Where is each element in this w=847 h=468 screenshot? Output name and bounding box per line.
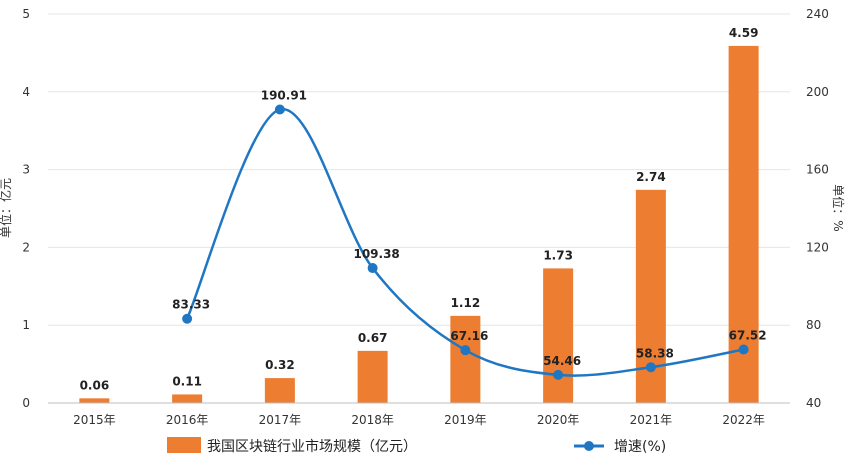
y-right-tick-label: 80 bbox=[806, 318, 821, 332]
x-tick-label: 2015年 bbox=[73, 413, 116, 427]
bar-value-label: 0.11 bbox=[172, 374, 202, 388]
axes: 0 1 2 3 4 5 40 80 120 160 200 240 2015年 2016年 2017年 201… bbox=[22, 7, 829, 427]
y-right-tick-label: 200 bbox=[806, 85, 829, 99]
line-point bbox=[460, 345, 471, 356]
x-tick-label: 2022年 bbox=[722, 413, 765, 427]
y-left-tick-label: 5 bbox=[22, 7, 30, 21]
bar-value-label: 2.74 bbox=[636, 170, 666, 184]
line-point bbox=[274, 104, 285, 115]
line-value-label: 109.38 bbox=[353, 247, 399, 261]
bar-value-label: 0.67 bbox=[358, 331, 388, 345]
bar bbox=[543, 268, 574, 403]
line-value-label: 58.38 bbox=[636, 346, 674, 360]
line-point bbox=[553, 369, 564, 380]
bar bbox=[728, 45, 759, 403]
bar-series bbox=[79, 45, 759, 403]
y-left-tick-label: 3 bbox=[22, 163, 30, 177]
x-tick-label: 2020年 bbox=[537, 413, 580, 427]
gridlines bbox=[48, 13, 790, 326]
y-left-tick-label: 4 bbox=[22, 85, 30, 99]
line-value-label: 190.91 bbox=[261, 88, 307, 102]
bar-value-label: 0.32 bbox=[265, 358, 295, 372]
line-value-label: 67.52 bbox=[729, 328, 767, 342]
data-labels: 0.06 0.11 0.32 0.67 1.12 1.73 2.74 4.59 83.33 190… bbox=[80, 26, 767, 392]
legend-line-marker bbox=[584, 441, 594, 451]
bar bbox=[357, 350, 388, 403]
line-point bbox=[182, 313, 193, 324]
legend-bar-swatch bbox=[167, 437, 201, 453]
y-right-tick-label: 120 bbox=[806, 240, 829, 254]
bar bbox=[79, 398, 110, 403]
x-tick-label: 2021年 bbox=[630, 413, 673, 427]
line-value-label: 54.46 bbox=[543, 354, 581, 368]
y-left-tick-label: 2 bbox=[22, 240, 30, 254]
x-tick-label: 2016年 bbox=[166, 413, 209, 427]
legend: 我国区块链行业市场规模（亿元） 增速(%) bbox=[167, 437, 666, 455]
y-right-tick-label: 240 bbox=[806, 7, 829, 21]
bar bbox=[450, 315, 481, 403]
line-point bbox=[645, 362, 656, 373]
line-series bbox=[182, 104, 749, 380]
line-value-label: 67.16 bbox=[450, 329, 488, 343]
bar bbox=[264, 378, 295, 403]
x-tick-label: 2017年 bbox=[259, 413, 302, 427]
y-left-tick-label: 1 bbox=[22, 318, 30, 332]
x-tick-label: 2019年 bbox=[444, 413, 487, 427]
y-right-tick-label: 40 bbox=[806, 396, 821, 410]
bar-value-label: 0.06 bbox=[80, 378, 110, 392]
growth-line bbox=[185, 108, 744, 377]
legend-bar-label: 我国区块链行业市场规模（亿元） bbox=[207, 438, 417, 455]
bar-value-label: 4.59 bbox=[729, 26, 759, 40]
x-tick-label: 2018年 bbox=[351, 413, 394, 427]
line-point bbox=[367, 263, 378, 274]
y-left-tick-label: 0 bbox=[22, 396, 30, 410]
y-right-axis-title: 单位：% bbox=[831, 184, 846, 231]
y-right-tick-label: 160 bbox=[806, 163, 829, 177]
line-point bbox=[738, 344, 749, 355]
bar bbox=[172, 394, 203, 403]
line-value-label: 83.33 bbox=[172, 298, 210, 312]
bar-value-label: 1.12 bbox=[451, 296, 481, 310]
bar-value-label: 1.73 bbox=[543, 248, 573, 262]
legend-line-label: 增速(%) bbox=[614, 439, 666, 455]
y-left-axis-title: 单位：亿元 bbox=[0, 178, 13, 238]
